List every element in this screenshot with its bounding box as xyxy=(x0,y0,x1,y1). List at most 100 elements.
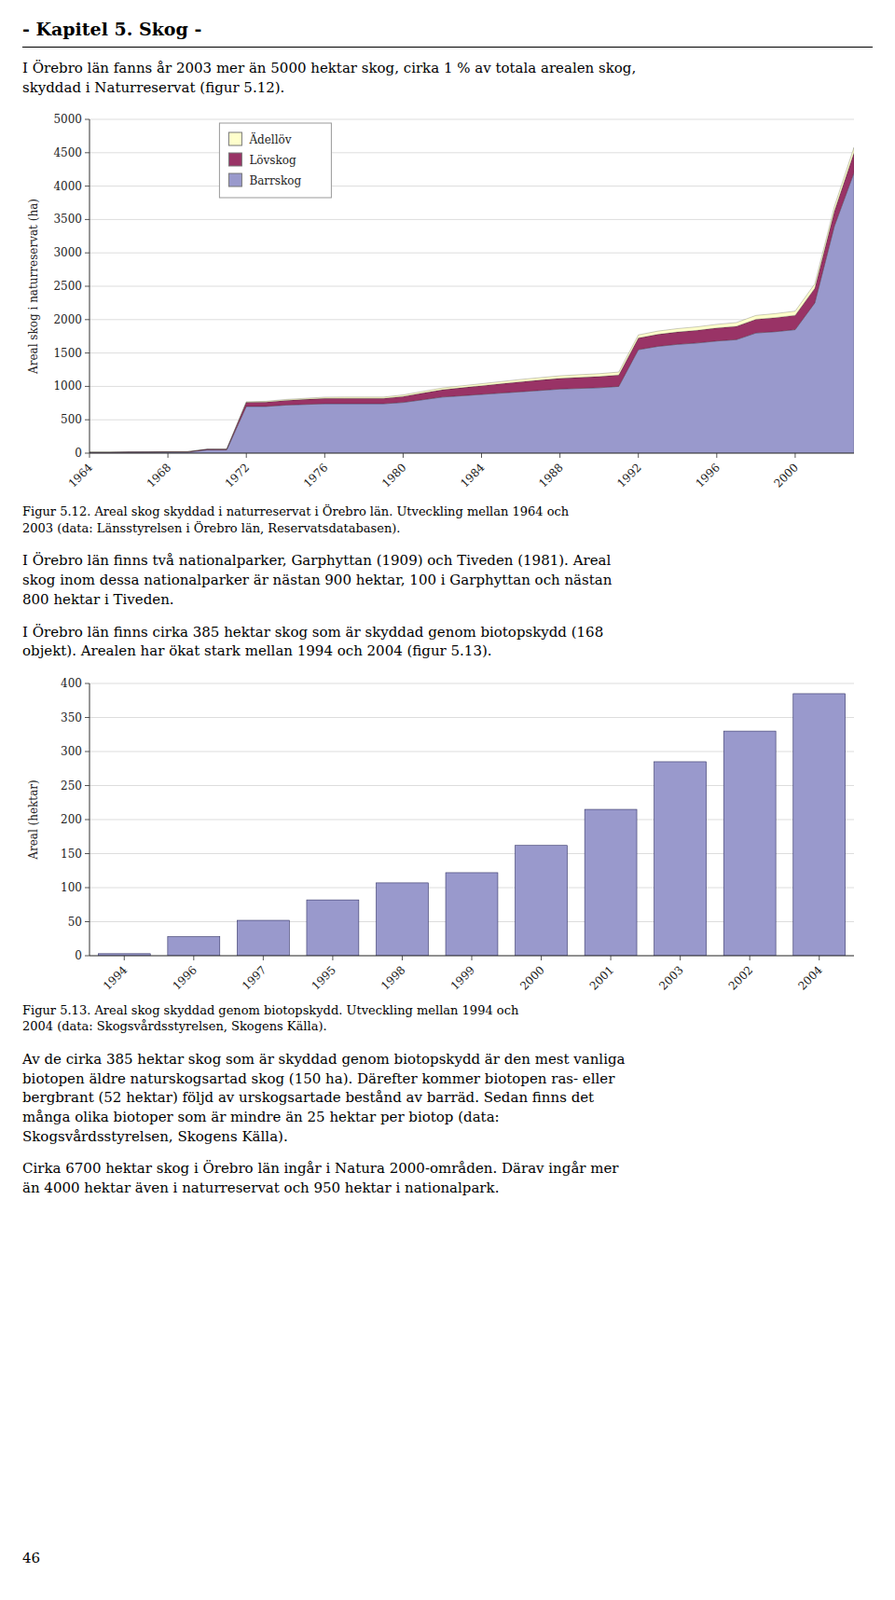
plot-area xyxy=(89,147,854,454)
legend-swatch xyxy=(228,152,242,166)
x-tick-label: 2000 xyxy=(517,963,547,992)
y-tick xyxy=(84,921,90,923)
x-tick-label: 1995 xyxy=(309,963,339,992)
separator xyxy=(22,46,873,48)
x-tick-label: 1997 xyxy=(239,963,269,992)
x-tick xyxy=(610,955,612,961)
x-axis-line xyxy=(89,954,854,956)
y-tick xyxy=(84,152,90,154)
x-tick-label: 2002 xyxy=(726,963,756,992)
paragraph: I Örebro län finns två nationalparker, G… xyxy=(22,550,873,609)
legend: ÄdellövLövskogBarrskog xyxy=(219,123,331,198)
x-tick xyxy=(559,453,561,458)
grid-line xyxy=(89,716,854,718)
y-tick-label: 150 xyxy=(60,846,83,860)
grid-line xyxy=(89,682,854,684)
y-axis-line xyxy=(89,119,91,454)
y-tick-label: 0 xyxy=(74,446,83,460)
y-tick-label: 0 xyxy=(74,949,83,963)
y-axis-label: Areal skog i naturreservat (ha) xyxy=(27,198,41,375)
x-tick-label: 2003 xyxy=(656,963,686,992)
y-tick xyxy=(84,419,90,421)
x-tick-label: 1996 xyxy=(169,963,199,992)
y-tick xyxy=(84,818,90,820)
x-tick xyxy=(167,453,169,458)
bar xyxy=(445,872,498,956)
y-tick-label: 100 xyxy=(60,881,83,895)
grid-line xyxy=(89,219,854,221)
bar xyxy=(723,730,776,956)
x-tick xyxy=(794,453,796,458)
x-tick-label: 2000 xyxy=(771,461,801,491)
x-tick xyxy=(749,955,751,961)
x-tick xyxy=(679,955,681,961)
page-number: 46 xyxy=(22,1549,41,1567)
bar xyxy=(306,899,359,956)
y-tick xyxy=(84,185,90,187)
y-tick-label: 1000 xyxy=(53,380,83,394)
y-tick-label: 3500 xyxy=(53,213,83,227)
plot-area xyxy=(97,693,845,956)
bar xyxy=(793,693,846,956)
grid-line xyxy=(89,185,854,187)
legend-swatch xyxy=(228,132,242,146)
y-tick-label: 50 xyxy=(68,914,83,928)
grid-line xyxy=(89,286,854,288)
grid-line xyxy=(89,319,854,321)
y-tick xyxy=(84,784,90,786)
y-tick-label: 300 xyxy=(60,744,83,758)
y-tick-label: 2500 xyxy=(53,279,83,293)
x-tick xyxy=(637,453,639,458)
x-tick-label: 1988 xyxy=(536,461,565,491)
x-tick xyxy=(246,453,248,458)
x-tick xyxy=(324,453,326,458)
axes: 050100150200250300350400Areal (hektar)19… xyxy=(27,676,826,993)
y-tick xyxy=(84,319,90,321)
legend-swatch xyxy=(228,173,242,187)
y-tick xyxy=(84,886,90,888)
x-tick-label: 1976 xyxy=(301,461,331,491)
x-tick xyxy=(262,955,264,961)
y-tick xyxy=(84,853,90,854)
x-tick-label: 2004 xyxy=(795,963,826,993)
area-series xyxy=(89,152,854,453)
x-tick xyxy=(402,453,404,458)
y-tick xyxy=(84,716,90,718)
x-tick xyxy=(540,955,542,961)
x-tick xyxy=(123,955,125,961)
grid-line xyxy=(89,152,854,154)
y-tick-label: 400 xyxy=(60,676,83,690)
y-tick-label: 3000 xyxy=(53,247,83,261)
legend-label: Barrskog xyxy=(248,174,302,188)
grid-line xyxy=(89,453,854,455)
y-tick xyxy=(84,682,90,684)
y-tick-label: 1500 xyxy=(53,346,83,360)
area-series xyxy=(89,173,854,455)
x-tick-label: 2001 xyxy=(587,963,617,992)
y-axis-line xyxy=(89,683,91,956)
y-tick-label: 5000 xyxy=(53,112,83,126)
y-tick xyxy=(84,385,90,387)
x-tick xyxy=(192,955,194,961)
x-tick-label: 1998 xyxy=(378,963,408,992)
x-tick xyxy=(89,453,91,458)
y-tick-label: 2000 xyxy=(53,313,83,327)
y-tick-label: 350 xyxy=(60,710,83,724)
caption: Figur 5.12. Areal skog skyddad i naturre… xyxy=(22,503,873,537)
x-tick-label: 1984 xyxy=(457,460,488,491)
x-tick-label: 1968 xyxy=(144,461,174,491)
x-tick xyxy=(716,453,717,458)
grid xyxy=(89,683,854,956)
grid xyxy=(89,119,854,454)
x-tick xyxy=(471,955,473,961)
page: - Kapitel 5. Skog -I Örebro län fanns år… xyxy=(0,0,895,1198)
bar xyxy=(376,882,429,956)
grid-line xyxy=(89,119,854,121)
x-tick-label: 1980 xyxy=(379,461,409,491)
x-axis-line xyxy=(89,453,854,455)
grid-line xyxy=(89,954,854,956)
bar xyxy=(167,936,221,955)
area-series xyxy=(89,147,854,453)
y-tick-label: 4500 xyxy=(53,146,83,160)
bar xyxy=(236,920,290,956)
